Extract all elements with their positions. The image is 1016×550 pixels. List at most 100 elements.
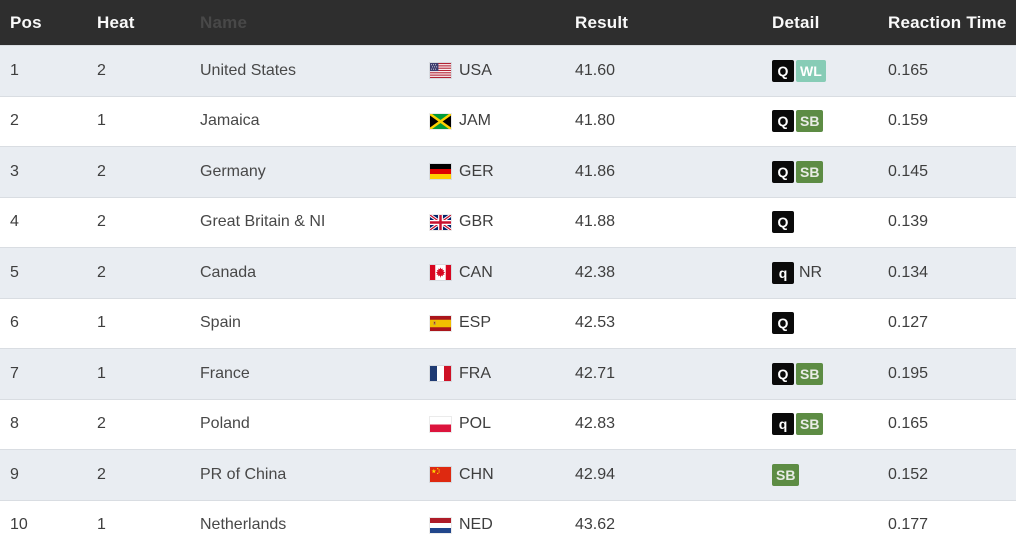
position-cell: 3 <box>10 162 19 180</box>
heat-cell: 2 <box>97 61 106 79</box>
badge-sb: SB <box>796 160 824 183</box>
team-name-cell: Poland <box>200 415 250 433</box>
badge-q: Q <box>772 312 794 335</box>
country-code: FRA <box>459 364 491 382</box>
country-cell: USA <box>425 62 565 80</box>
detail-badges: Q SB <box>765 160 880 183</box>
badge-q: Q <box>772 110 794 133</box>
country-code: GBR <box>459 213 494 231</box>
badge-q: q <box>772 413 794 436</box>
reaction-time-cell: 0.195 <box>888 364 929 382</box>
position-cell: 8 <box>10 415 19 433</box>
badge-sb: SB <box>796 413 824 436</box>
position-cell: 1 <box>10 61 19 79</box>
table-row[interactable]: 1 2 United States USA 41.60 Q WL 0.165 <box>0 45 1016 96</box>
table-row[interactable]: 8 2 Poland POL 42.83 q SB 0.165 <box>0 398 1016 449</box>
country-cell: JAM <box>425 112 565 130</box>
table-row[interactable]: 4 2 Great Britain & NI GBR 41.88 Q 0.139 <box>0 196 1016 247</box>
country-code: GER <box>459 162 494 180</box>
country-cell: GER <box>425 163 565 181</box>
table-row[interactable]: 9 2 PR of China CHN 42.94 SB 0.152 <box>0 449 1016 500</box>
detail-badges: Q SB <box>765 362 880 385</box>
reaction-time-cell: 0.127 <box>888 314 929 332</box>
team-name-cell: PR of China <box>200 465 287 483</box>
flag-usa-icon <box>430 63 451 79</box>
heat-cell: 2 <box>97 213 106 231</box>
result-cell: 43.62 <box>575 516 616 534</box>
result-cell: 42.53 <box>575 314 616 332</box>
flag-ned-icon <box>430 517 451 533</box>
country-cell: POL <box>425 415 565 433</box>
badge-q: Q <box>772 160 794 183</box>
team-name-cell: Spain <box>200 314 241 332</box>
badge-sb: SB <box>796 110 824 133</box>
table-body: 1 2 United States USA 41.60 Q WL 0.165 2 … <box>0 45 1016 550</box>
badge-q: Q <box>772 211 794 234</box>
header-pos: Pos <box>10 12 42 32</box>
reaction-time-cell: 0.134 <box>888 263 929 281</box>
table-header: Pos Heat Name Result Detail Reaction Tim… <box>0 0 1016 45</box>
detail-badges: Q SB <box>765 110 880 133</box>
position-cell: 10 <box>10 516 28 534</box>
result-cell: 42.94 <box>575 465 616 483</box>
country-code: USA <box>459 61 492 79</box>
heat-cell: 2 <box>97 263 106 281</box>
country-code: ESP <box>459 314 492 332</box>
country-code: JAM <box>459 112 491 130</box>
table-row[interactable]: 5 2 Canada CAN 42.38 q NR 0.134 <box>0 247 1016 298</box>
detail-badges: Q <box>765 312 880 335</box>
detail-badges: q NR <box>765 261 880 284</box>
flag-fra-icon <box>430 366 451 382</box>
header-result: Result <box>575 12 629 32</box>
heat-cell: 1 <box>97 314 106 332</box>
flag-chn-icon <box>430 467 451 483</box>
detail-badges: Q <box>765 211 880 234</box>
result-cell: 41.60 <box>575 61 616 79</box>
reaction-time-cell: 0.159 <box>888 112 929 130</box>
flag-gbr-icon <box>430 214 451 230</box>
reaction-time-cell: 0.139 <box>888 213 929 231</box>
flag-jam-icon <box>430 113 451 129</box>
country-cell: GBR <box>425 213 565 231</box>
table-row[interactable]: 2 1 Jamaica JAM 41.80 Q SB 0.159 <box>0 95 1016 146</box>
team-name-cell: United States <box>200 61 297 79</box>
team-name-cell: France <box>200 364 250 382</box>
team-name-cell: Germany <box>200 162 266 180</box>
flag-pol-icon <box>430 416 451 432</box>
team-name-cell: Canada <box>200 263 257 281</box>
result-cell: 42.38 <box>575 263 616 281</box>
badge-nr: NR <box>799 263 823 281</box>
flag-esp-icon <box>430 315 451 331</box>
country-code: CAN <box>459 263 493 281</box>
flag-ger-icon <box>430 164 451 180</box>
detail-badges: SB <box>765 463 880 486</box>
heat-cell: 1 <box>97 112 106 130</box>
reaction-time-cell: 0.177 <box>888 516 929 534</box>
header-name: Name <box>200 12 248 32</box>
table-row[interactable]: 10 1 Netherlands NED 43.62 0.177 <box>0 499 1016 550</box>
team-name-cell: Great Britain & NI <box>200 213 326 231</box>
position-cell: 5 <box>10 263 19 281</box>
country-cell: CHN <box>425 466 565 484</box>
team-name-cell: Netherlands <box>200 516 287 534</box>
position-cell: 7 <box>10 364 19 382</box>
heat-cell: 2 <box>97 465 106 483</box>
country-cell: CAN <box>425 264 565 282</box>
reaction-time-cell: 0.145 <box>888 162 929 180</box>
country-cell: NED <box>425 516 565 534</box>
table-row[interactable]: 6 1 Spain ESP 42.53 Q 0.127 <box>0 297 1016 348</box>
table-row[interactable]: 3 2 Germany GER 41.86 Q SB 0.145 <box>0 146 1016 197</box>
country-code: NED <box>459 516 493 534</box>
reaction-time-cell: 0.165 <box>888 415 929 433</box>
heat-cell: 1 <box>97 516 106 534</box>
result-cell: 41.88 <box>575 213 616 231</box>
detail-badges: Q WL <box>765 59 880 82</box>
badge-sb: SB <box>772 463 800 486</box>
heat-cell: 2 <box>97 162 106 180</box>
table-row[interactable]: 7 1 France FRA 42.71 Q SB 0.195 <box>0 348 1016 399</box>
result-cell: 41.80 <box>575 112 616 130</box>
country-cell: ESP <box>425 314 565 332</box>
country-cell: FRA <box>425 365 565 383</box>
heat-cell: 2 <box>97 415 106 433</box>
